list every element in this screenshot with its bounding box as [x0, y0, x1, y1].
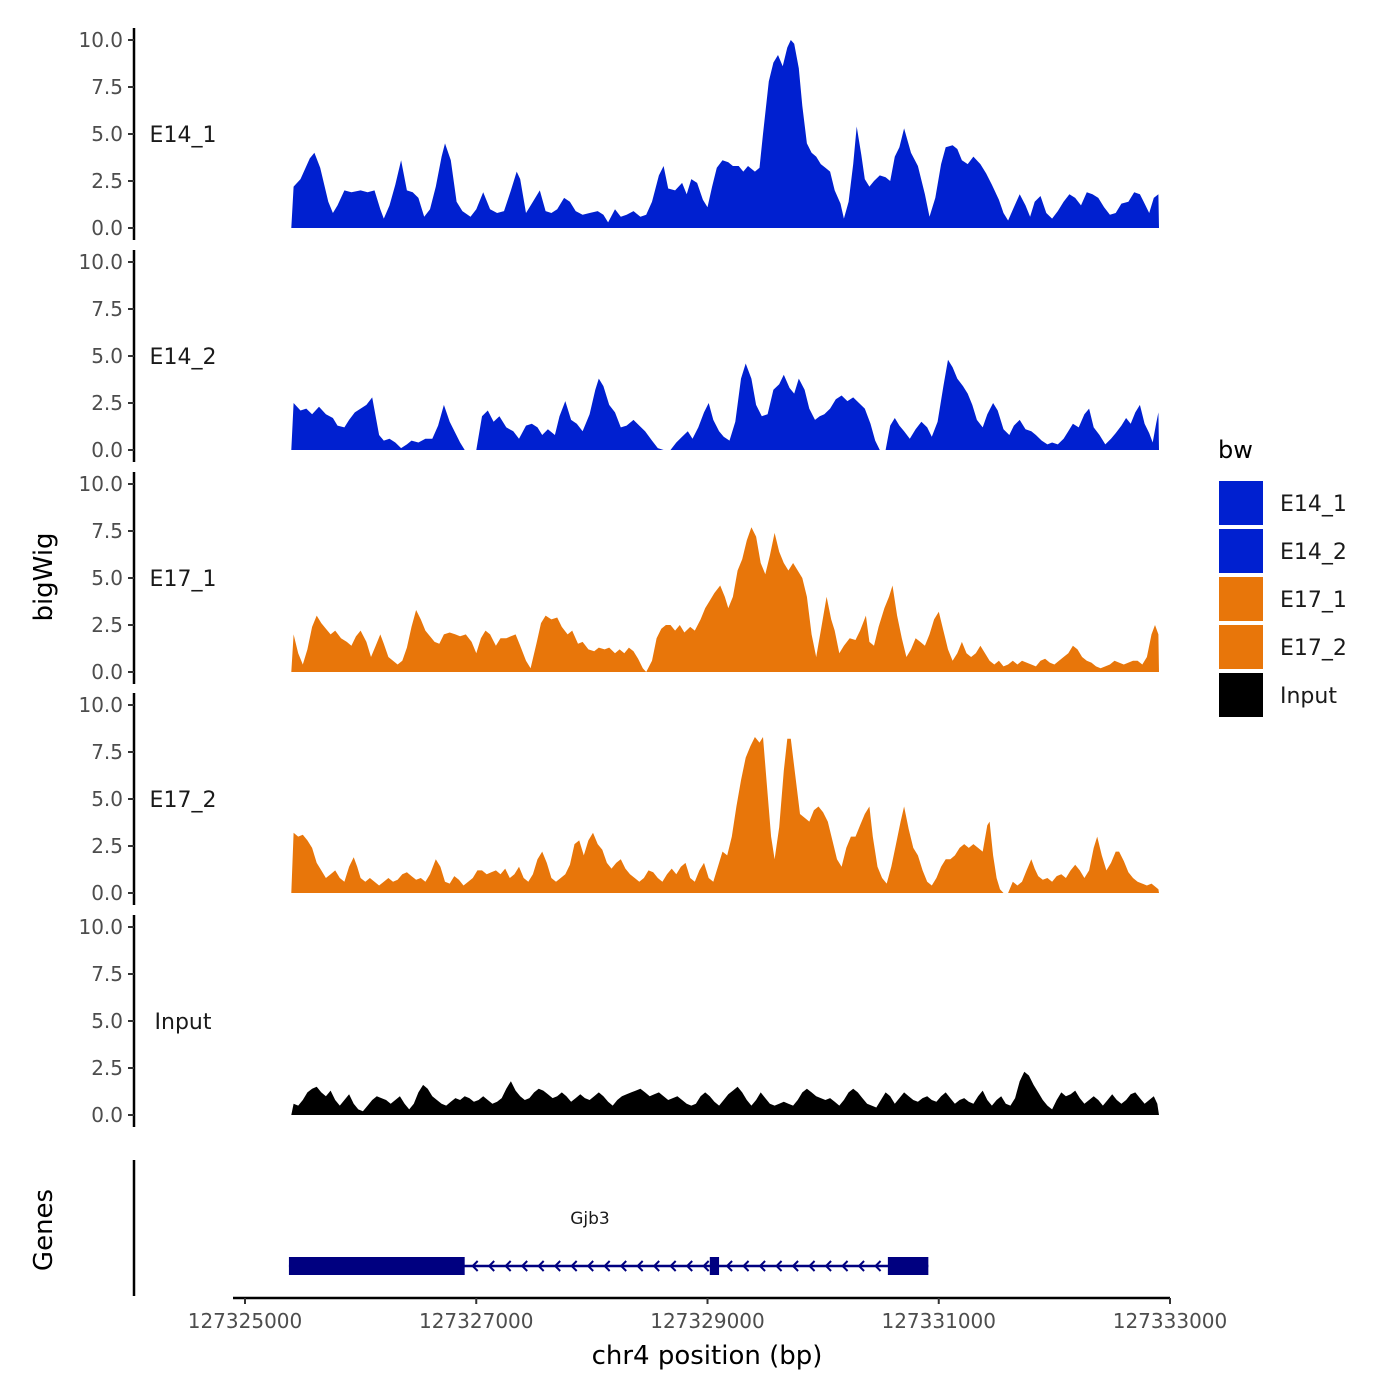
y-tick-label: 7.5	[91, 297, 123, 321]
strand-arrow	[586, 1260, 594, 1272]
y-tick-label: 7.5	[91, 75, 123, 99]
gene-exon	[288, 1257, 465, 1275]
strand-arrow	[619, 1260, 627, 1272]
strand-arrow	[537, 1260, 545, 1272]
track-panel-E17_2: 0.0 2.5 5.0 7.5 10.0 E17_2	[78, 693, 1159, 905]
strand-arrow	[874, 1260, 882, 1272]
legend-label: E17_2	[1280, 636, 1347, 661]
facet-label-Input: Input	[155, 1010, 212, 1035]
legend-swatch	[1217, 671, 1265, 719]
legend-swatch	[1217, 479, 1265, 527]
y-tick-label: 0.0	[91, 881, 123, 905]
area-series-E17_2	[291, 737, 1159, 893]
x-tick-label: 127329000	[650, 1309, 765, 1333]
strand-arrow	[824, 1260, 832, 1272]
facet-label-E14_2: E14_2	[150, 345, 217, 370]
strand-arrow	[504, 1260, 512, 1272]
facet-label-E17_1: E17_1	[150, 567, 217, 592]
legend-swatch	[1217, 623, 1265, 671]
x-tick-label: 127333000	[1113, 1309, 1228, 1333]
legend-label: E14_1	[1280, 492, 1347, 517]
y-tick-label: 7.5	[91, 519, 123, 543]
y-tick-label: 7.5	[91, 962, 123, 986]
gene-label: Gjb3	[570, 1209, 610, 1229]
track-panel-E17_1: 0.0 2.5 5.0 7.5 10.0 E17_1	[78, 472, 1159, 684]
strand-arrow	[775, 1260, 783, 1272]
y-tick-label: 2.5	[91, 1056, 123, 1080]
strand-arrow	[857, 1260, 865, 1272]
y-tick-label: 10.0	[78, 250, 123, 274]
gene-track: Gjb3	[132, 1160, 929, 1296]
legend-item-Input: Input	[1217, 671, 1337, 719]
y-tick-label: 0.0	[91, 660, 123, 684]
strand-arrow	[685, 1260, 693, 1272]
facet-label-E17_2: E17_2	[150, 788, 217, 813]
y-tick-label: 10.0	[78, 693, 123, 717]
strand-arrow	[487, 1260, 495, 1272]
track-panel-E14_1: 0.0 2.5 5.0 7.5 10.0 E14_1	[78, 28, 1159, 240]
strand-arrow	[758, 1260, 766, 1272]
strand-arrow	[471, 1260, 479, 1272]
y-tick-label: 0.0	[91, 438, 123, 462]
y-tick-label: 10.0	[78, 472, 123, 496]
y-tick-label: 2.5	[91, 613, 123, 637]
legend-label: Input	[1280, 684, 1337, 709]
y-tick-label: 5.0	[91, 1009, 123, 1033]
y-axis-title: bigWig	[29, 532, 59, 621]
strand-arrow	[841, 1260, 849, 1272]
legend-swatch	[1217, 575, 1265, 623]
legend-label: E14_2	[1280, 540, 1347, 565]
track-panel-Input: 0.0 2.5 5.0 7.5 10.0 Input	[78, 915, 1159, 1127]
gene-exon	[887, 1257, 929, 1275]
signal-track-panels: 0.0 2.5 5.0 7.5 10.0 E14_1 0.0 2.5 5.0 7.5 10.0 E14…	[78, 28, 1159, 1127]
facet-label-E14_1: E14_1	[150, 123, 217, 148]
strand-arrow	[702, 1260, 710, 1272]
y-tick-label: 5.0	[91, 344, 123, 368]
y-tick-label: 0.0	[91, 1103, 123, 1127]
y-tick-label: 7.5	[91, 740, 123, 764]
x-axis: 127325000 127327000 127329000 127331000 1273…	[188, 1296, 1228, 1333]
strand-arrow	[725, 1260, 733, 1272]
area-series-E14_1	[291, 40, 1159, 228]
legend: bw E14_1 E14_2 E17_1 E17_2 Input	[1217, 436, 1347, 719]
strand-arrow	[520, 1260, 528, 1272]
gene-exon	[709, 1257, 720, 1275]
x-axis-title: chr4 position (bp)	[592, 1341, 823, 1371]
legend-title: bw	[1218, 436, 1253, 464]
strand-arrow	[570, 1260, 578, 1272]
strand-arrow	[791, 1260, 799, 1272]
x-tick-label: 127327000	[419, 1309, 534, 1333]
strand-arrow	[636, 1260, 644, 1272]
strand-arrow	[742, 1260, 750, 1272]
area-series-E17_1	[291, 527, 1159, 672]
legend-item-E17_2: E17_2	[1217, 623, 1347, 671]
track-panel-E14_2: 0.0 2.5 5.0 7.5 10.0 E14_2	[78, 250, 1159, 462]
y-tick-label: 2.5	[91, 169, 123, 193]
y-tick-label: 5.0	[91, 566, 123, 590]
legend-item-E14_1: E14_1	[1217, 479, 1347, 527]
y-tick-label: 10.0	[78, 915, 123, 939]
legend-label: E17_1	[1280, 588, 1347, 613]
y-tick-label: 0.0	[91, 216, 123, 240]
y-tick-label: 5.0	[91, 787, 123, 811]
legend-item-E17_1: E17_1	[1217, 575, 1347, 623]
strand-arrow	[669, 1260, 677, 1272]
legend-swatch	[1217, 527, 1265, 575]
strand-arrow	[603, 1260, 611, 1272]
strand-arrow	[808, 1260, 816, 1272]
y-tick-label: 5.0	[91, 122, 123, 146]
area-series-E14_2	[291, 359, 1159, 450]
y-tick-label: 2.5	[91, 391, 123, 415]
y-tick-label: 2.5	[91, 834, 123, 858]
gene-track-title: Genes	[29, 1189, 59, 1271]
legend-item-E14_2: E14_2	[1217, 527, 1347, 575]
strand-arrow	[652, 1260, 660, 1272]
x-tick-label: 127331000	[881, 1309, 996, 1333]
x-tick-label: 127325000	[188, 1309, 303, 1333]
y-tick-label: 10.0	[78, 28, 123, 52]
area-series-Input	[291, 1071, 1159, 1115]
strand-arrow	[553, 1260, 561, 1272]
